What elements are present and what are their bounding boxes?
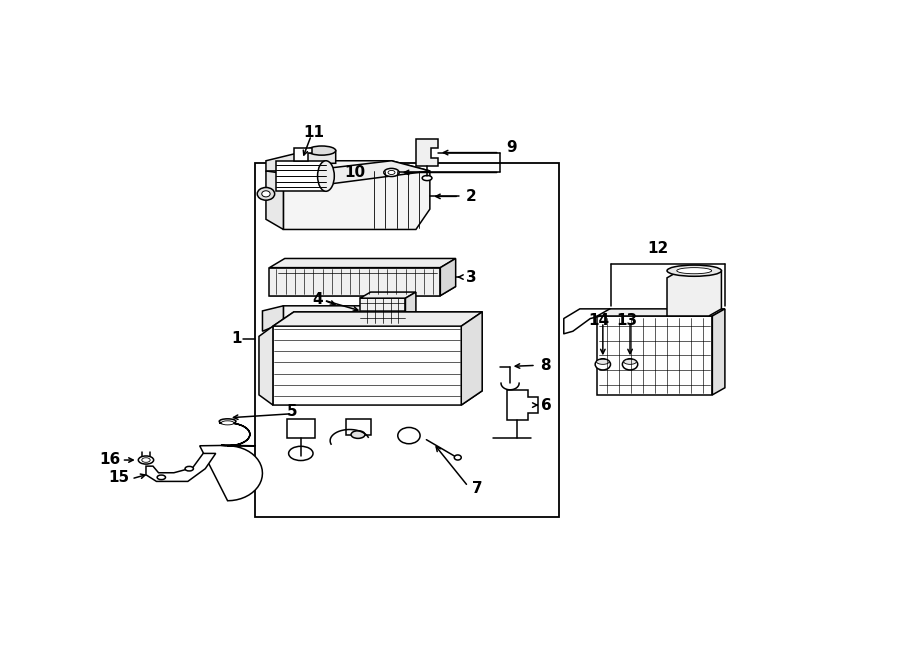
Text: 9: 9	[507, 140, 517, 155]
Bar	[346, 419, 371, 434]
Ellipse shape	[388, 171, 395, 175]
Ellipse shape	[623, 359, 638, 370]
Polygon shape	[200, 423, 263, 501]
Text: 1: 1	[231, 331, 241, 346]
Bar	[598, 316, 713, 395]
Polygon shape	[273, 312, 482, 326]
Bar	[287, 419, 315, 438]
Polygon shape	[259, 326, 273, 405]
Polygon shape	[440, 258, 455, 295]
Ellipse shape	[454, 455, 461, 460]
Ellipse shape	[667, 265, 722, 276]
Polygon shape	[266, 171, 284, 229]
Polygon shape	[293, 148, 312, 161]
Text: 8: 8	[540, 358, 551, 373]
Polygon shape	[269, 258, 455, 268]
Ellipse shape	[398, 428, 420, 444]
Text: 13: 13	[616, 313, 637, 328]
Bar	[360, 298, 405, 323]
Ellipse shape	[139, 456, 154, 464]
Ellipse shape	[262, 191, 270, 197]
Ellipse shape	[257, 188, 274, 200]
Ellipse shape	[351, 431, 365, 438]
Ellipse shape	[308, 146, 336, 155]
Text: 11: 11	[303, 126, 324, 140]
Polygon shape	[284, 306, 367, 323]
Text: 6: 6	[542, 397, 553, 412]
Bar	[269, 268, 440, 295]
Polygon shape	[360, 292, 416, 298]
Bar	[275, 161, 326, 191]
Polygon shape	[416, 139, 438, 166]
Ellipse shape	[289, 446, 313, 461]
Text: 5: 5	[286, 404, 297, 419]
Text: 7: 7	[472, 481, 482, 496]
Polygon shape	[461, 312, 482, 405]
Ellipse shape	[597, 360, 609, 364]
Ellipse shape	[595, 359, 610, 370]
Ellipse shape	[142, 457, 150, 462]
Bar	[256, 163, 559, 517]
Text: 15: 15	[109, 471, 130, 485]
Ellipse shape	[422, 176, 432, 180]
Polygon shape	[405, 292, 416, 323]
Ellipse shape	[624, 360, 636, 364]
Polygon shape	[273, 312, 482, 405]
Text: 12: 12	[647, 241, 668, 256]
Ellipse shape	[185, 467, 193, 471]
Ellipse shape	[158, 475, 166, 480]
Polygon shape	[269, 286, 455, 295]
Text: 3: 3	[466, 270, 477, 284]
Ellipse shape	[318, 161, 334, 191]
Text: 10: 10	[344, 165, 365, 180]
Text: 2: 2	[466, 189, 477, 204]
Text: 4: 4	[312, 292, 323, 307]
Polygon shape	[146, 453, 216, 481]
Ellipse shape	[220, 419, 236, 424]
Ellipse shape	[677, 268, 712, 274]
Polygon shape	[667, 271, 722, 316]
Polygon shape	[284, 161, 430, 229]
Polygon shape	[713, 309, 725, 395]
Text: 16: 16	[100, 452, 121, 467]
Ellipse shape	[221, 421, 234, 425]
Text: 14: 14	[589, 313, 610, 328]
Polygon shape	[507, 390, 538, 420]
Polygon shape	[598, 309, 724, 316]
Ellipse shape	[383, 169, 400, 176]
Polygon shape	[263, 306, 284, 331]
Polygon shape	[284, 161, 430, 184]
Polygon shape	[266, 151, 336, 171]
